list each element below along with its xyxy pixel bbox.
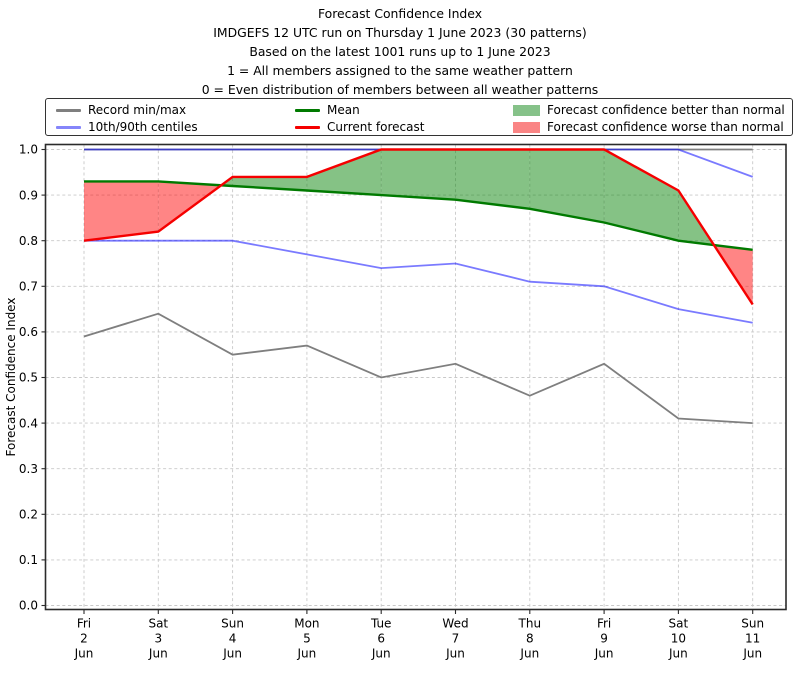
x-tick-label: 6: [377, 632, 385, 646]
x-tick-label: Jun: [148, 647, 168, 661]
x-tick-label: Jun: [445, 647, 465, 661]
x-tick-label: Jun: [74, 647, 94, 661]
chart-title: Forecast Confidence Index: [317, 6, 483, 21]
x-tick-label: Jun: [594, 647, 614, 661]
y-tick-label: 0.4: [19, 416, 38, 430]
x-tick-label: 5: [303, 632, 311, 646]
y-tick-label: 0.1: [19, 553, 38, 567]
fill-confidence-better: [529, 149, 605, 223]
legend-item-forecast-confidence-better-than-normal: Forecast confidence better than normal: [513, 102, 785, 118]
fill-confidence-better: [381, 149, 456, 200]
x-tick-label: Jun: [222, 647, 242, 661]
legend-column: Forecast confidence better than normal Fo…: [513, 102, 785, 135]
x-tick-label: 8: [526, 632, 534, 646]
x-tick-label: 11: [745, 632, 760, 646]
x-tick-label: Jun: [297, 647, 317, 661]
fill-confidence-better: [678, 190, 714, 246]
series-line-record-min: [83, 312, 753, 424]
fill-confidence-worse: [713, 245, 753, 305]
x-tick-label: 2: [80, 632, 88, 646]
legend-item-10th-90th-centiles: 10th/90th centiles: [56, 119, 198, 135]
series-line-current-forecast: [83, 148, 754, 306]
y-tick-label: 0.0: [19, 599, 38, 613]
legend-column: Record min/max 10th/90th centiles: [56, 102, 198, 135]
x-tick-label: Sat: [148, 617, 168, 631]
legend-column: Mean Current forecast: [295, 102, 424, 135]
y-tick-label: 0.5: [19, 371, 38, 385]
chart-subtitle-basis: Based on the latest 1001 runs up to 1 Ju…: [249, 44, 551, 59]
x-tick-label: 4: [229, 632, 237, 646]
x-tick-label: Jun: [742, 647, 762, 661]
x-tick-label: Jun: [519, 647, 539, 661]
legend-label: 10th/90th centiles: [88, 120, 198, 134]
legend-line-sample: [56, 108, 81, 112]
chart-note-one: 1 = All members assigned to the same wea…: [227, 63, 573, 78]
y-tick-label: 0.8: [19, 234, 38, 248]
chart-legend: Record min/max 10th/90th centiles Mean Curr…: [45, 98, 793, 136]
fill-confidence-better: [306, 149, 382, 196]
y-tick-label: 1.0: [19, 143, 38, 157]
y-tick-label: 0.9: [19, 188, 38, 202]
legend-patch-sample: [513, 121, 540, 133]
x-tick-label: 7: [452, 632, 460, 646]
fill-confidence-better: [232, 176, 307, 191]
legend-line-sample: [295, 108, 320, 112]
x-tick-label: 9: [600, 632, 608, 646]
series-line-90th-centile: [84, 148, 754, 178]
fill-confidence-better: [604, 149, 679, 241]
legend-line-sample: [56, 125, 81, 129]
x-tick-label: Sat: [669, 617, 689, 631]
title-block: Forecast Confidence Index IMDGEFS 12 UTC…: [0, 4, 800, 99]
x-tick-label: Thu: [518, 617, 542, 631]
series-line-mean: [84, 180, 753, 251]
legend-label: Mean: [327, 103, 360, 117]
x-tick-label: Jun: [371, 647, 391, 661]
legend-item-record-min-max: Record min/max: [56, 102, 198, 118]
legend-label: Current forecast: [327, 120, 425, 134]
chart-subtitle-run: IMDGEFS 12 UTC run on Thursday 1 June 20…: [213, 25, 587, 40]
fill-confidence-better: [221, 176, 233, 186]
chart-note-zero: 0 = Even distribution of members between…: [201, 82, 599, 97]
legend-item-forecast-confidence-worse-than-normal: Forecast confidence worse than normal: [513, 119, 785, 135]
y-tick-label: 0.6: [19, 325, 38, 339]
x-tick-label: Wed: [442, 617, 468, 631]
y-tick-label: 0.7: [19, 280, 38, 294]
x-tick-label: Jun: [668, 647, 688, 661]
fill-confidence-worse: [158, 181, 222, 232]
legend-item-mean: Mean: [295, 102, 424, 118]
legend-patch-sample: [513, 104, 540, 116]
y-tick-label: 0.2: [19, 508, 38, 522]
x-tick-label: 10: [671, 632, 686, 646]
series-line-10th-centile: [84, 239, 753, 324]
legend-line-sample: [295, 125, 320, 129]
legend-label: Forecast confidence worse than normal: [547, 120, 784, 134]
fill-confidence-worse: [84, 181, 159, 241]
x-tick-label: Tue: [370, 617, 392, 631]
x-tick-label: Sun: [221, 617, 244, 631]
legend-label: Record min/max: [88, 103, 187, 117]
x-tick-label: Fri: [77, 617, 91, 631]
x-tick-label: 3: [154, 632, 162, 646]
legend-label: Forecast confidence better than normal: [547, 103, 785, 117]
fill-confidence-better: [455, 149, 530, 209]
x-tick-label: Mon: [294, 617, 319, 631]
x-tick-label: Sun: [741, 617, 764, 631]
x-tick-label: Fri: [597, 617, 611, 631]
y-tick-label: 0.3: [19, 462, 38, 476]
plot-border: [44, 143, 787, 611]
legend-item-current-forecast: Current forecast: [295, 119, 424, 135]
y-axis-label: Forecast Confidence Index: [4, 298, 18, 457]
